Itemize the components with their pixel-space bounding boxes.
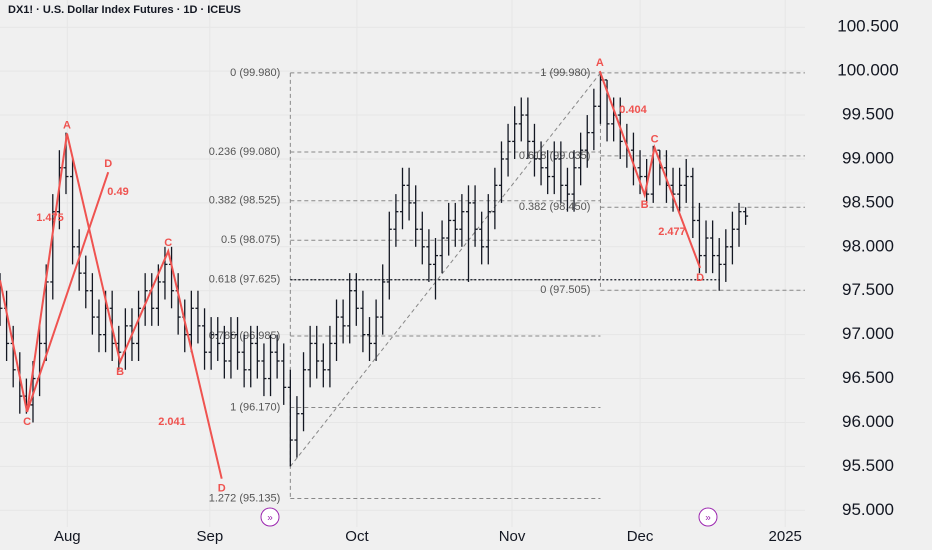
pattern-point-label: C <box>651 133 659 145</box>
pattern-point-label: C <box>23 416 31 428</box>
fib-label: 0 (97.505) <box>540 284 590 296</box>
pattern-line <box>598 70 702 269</box>
y-tick-label: 95.500 <box>842 456 894 475</box>
fib-label: 1 (99.980) <box>540 67 590 79</box>
fib-label: 0.382 (98.450) <box>519 201 591 213</box>
pattern-ratio: 0.49 <box>107 186 128 198</box>
x-tick-label: Nov <box>499 528 526 545</box>
x-tick-label: Oct <box>345 528 369 545</box>
y-tick-label: 98.000 <box>842 236 894 255</box>
fib-label: 0.618 (97.625) <box>209 274 281 286</box>
price-axis-panel <box>805 0 932 550</box>
y-tick-label: 99.000 <box>842 148 894 167</box>
pattern-point-label: A <box>596 57 604 69</box>
pattern-point-label: A <box>63 119 71 131</box>
pattern-line <box>26 171 110 413</box>
pattern-ratio: 2.041 <box>158 416 186 428</box>
pattern-ratio: 0.404 <box>619 104 647 116</box>
y-tick-label: 98.500 <box>842 192 894 211</box>
pattern-ratio: 2.477 <box>658 226 686 238</box>
y-tick-label: 100.000 <box>837 61 898 80</box>
event-icon[interactable]: » <box>698 507 718 527</box>
y-tick-label: 100.500 <box>837 17 898 36</box>
pattern-point-label: B <box>641 199 649 211</box>
svg-text:»: » <box>267 513 273 524</box>
chart-title: DX1! · U.S. Dollar Index Futures · 1D · … <box>8 4 241 16</box>
fib-label: 0 (99.980) <box>230 67 280 79</box>
svg-text:»: » <box>705 513 711 524</box>
y-tick-label: 95.000 <box>842 500 894 519</box>
x-tick-label: 2025 <box>769 528 802 545</box>
y-tick-label: 99.500 <box>842 105 894 124</box>
pattern-ratio: 1.475 <box>36 212 64 224</box>
fib-label: 0.382 (98.525) <box>209 195 281 207</box>
x-tick-label: Sep <box>196 528 223 545</box>
fib-label: 0.5 (98.075) <box>221 234 280 246</box>
fib-label: 1 (96.170) <box>230 401 280 413</box>
y-tick-label: 97.500 <box>842 280 894 299</box>
fib-label: 0.236 (99.080) <box>209 146 281 158</box>
y-tick-label: 96.500 <box>842 368 894 387</box>
x-tick-label: Aug <box>54 528 81 545</box>
pattern-line <box>0 133 223 479</box>
y-tick-label: 97.000 <box>842 324 894 343</box>
pattern-point-label: B <box>116 366 124 378</box>
pattern-point-label: D <box>696 272 704 284</box>
event-icon[interactable]: » <box>260 507 280 527</box>
pattern-point-label: D <box>218 483 226 495</box>
fib-label: 1.272 (95.135) <box>209 492 281 504</box>
y-tick-label: 96.000 <box>842 412 894 431</box>
x-tick-label: Dec <box>627 528 654 545</box>
pattern-point-label: C <box>164 237 172 249</box>
price-axis: 95.000 95.500 96.000 96.500 97.000 97.500 98.0… <box>837 17 898 519</box>
pattern-point-label: D <box>104 158 112 170</box>
plot-area: Aug Sep Oct Nov Dec 2025 0 (99.980) 0.236 (99.0… <box>0 57 805 545</box>
